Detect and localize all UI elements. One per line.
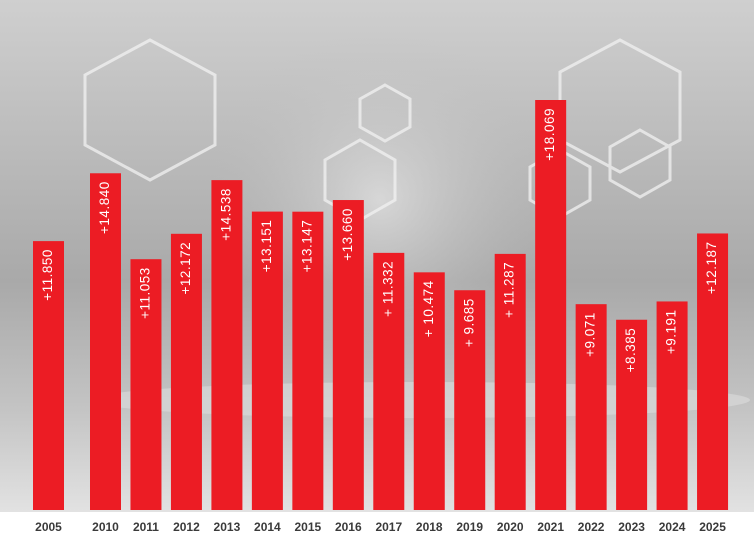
footer-band (0, 512, 754, 541)
x-tick-label: 2016 (335, 520, 362, 534)
bar (33, 241, 64, 510)
x-tick-label: 2013 (214, 520, 241, 534)
value-label: +11.053 (138, 267, 153, 319)
bar (90, 173, 121, 510)
bar (332, 200, 364, 511)
value-label: +13.151 (259, 220, 274, 273)
x-tick-label: 2017 (375, 520, 402, 534)
bar (170, 233, 202, 511)
x-tick-label: 2005 (35, 520, 62, 534)
x-tick-label: 2024 (659, 520, 686, 534)
bar (697, 233, 729, 510)
value-label: +9.071 (583, 312, 598, 357)
value-label: +13.147 (299, 220, 314, 273)
bar (413, 272, 445, 510)
value-label: +11.850 (40, 249, 55, 301)
bar (535, 100, 567, 510)
bar (575, 304, 607, 510)
bar (130, 259, 162, 510)
value-label: +14.840 (97, 181, 112, 234)
value-label: +13.660 (340, 208, 355, 261)
x-tick-label: 2021 (537, 520, 564, 534)
bar (616, 319, 648, 510)
bar (656, 301, 688, 510)
value-label: + 11.287 (502, 262, 517, 318)
value-label: +12.187 (704, 241, 719, 294)
x-tick-label: 2018 (416, 520, 443, 534)
x-tick-label: 2022 (578, 520, 605, 534)
value-label: + 10.474 (421, 280, 436, 337)
value-label: +9.191 (664, 309, 679, 354)
bar (211, 180, 243, 510)
value-label: +8.385 (623, 328, 638, 373)
value-label: +18.069 (542, 108, 557, 161)
bar (373, 252, 405, 510)
x-tick-label: 2020 (497, 520, 524, 534)
x-tick-label: 2011 (133, 520, 159, 534)
x-tick-label: 2023 (618, 520, 645, 534)
x-tick-label: 2012 (173, 520, 200, 534)
x-tick-label: 2014 (254, 520, 281, 534)
x-tick-label: 2019 (456, 520, 483, 534)
value-label: +12.172 (178, 242, 193, 295)
value-label: + 11.332 (380, 261, 395, 317)
bar (494, 253, 526, 510)
value-label: +14.538 (218, 188, 233, 241)
bar (292, 211, 324, 511)
x-tick-label: 2025 (699, 520, 726, 534)
x-tick-label: 2015 (294, 520, 321, 534)
value-label: + 9.685 (461, 298, 476, 347)
x-tick-label: 2010 (92, 520, 119, 534)
bar (251, 211, 283, 511)
bar (454, 290, 486, 510)
